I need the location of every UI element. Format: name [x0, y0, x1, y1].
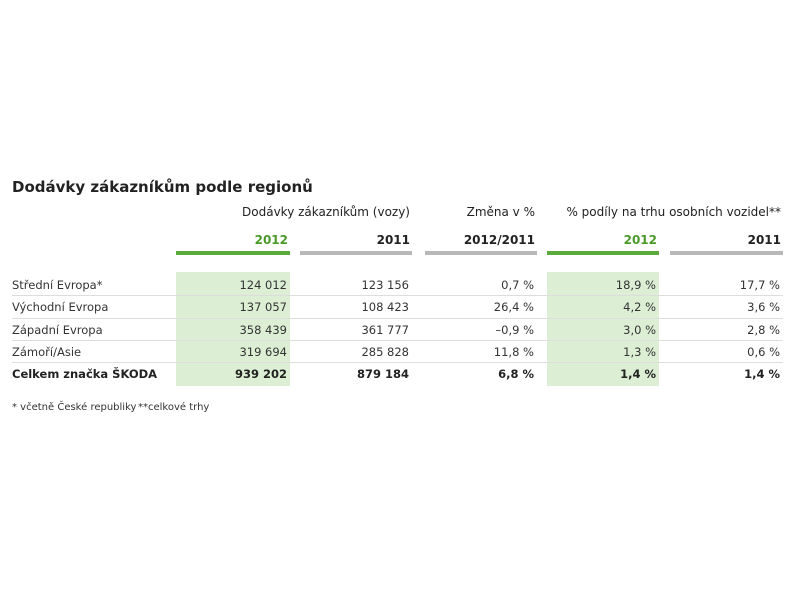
table-cell: 1,3 % — [623, 344, 656, 359]
table-cell: 123 156 — [361, 278, 409, 292]
table-cell: 26,4 % — [493, 300, 534, 315]
table-cell: –0,9 % — [495, 322, 534, 337]
table-cell: 18,9 % — [615, 278, 656, 292]
table-cell: 358 439 — [239, 322, 287, 337]
column-bar — [547, 251, 659, 255]
table-cell: 939 202 — [234, 367, 287, 382]
row-label: Zámoří/Asie — [12, 344, 82, 359]
row-divider — [12, 295, 783, 297]
table-cell: 2,8 % — [747, 322, 780, 337]
row-label: Západní Evropa — [12, 322, 103, 337]
column-header: 2011 — [747, 233, 781, 247]
column-header: 2011 — [376, 233, 410, 247]
table-cell: 11,8 % — [493, 344, 534, 359]
table-cell: 108 423 — [361, 300, 409, 315]
row-divider — [12, 362, 783, 364]
column-bar — [300, 251, 412, 255]
table-cell: 319 694 — [239, 344, 287, 359]
table-cell: 0,6 % — [747, 344, 780, 359]
table-cell: 3,0 % — [623, 322, 656, 337]
table-cell: 0,7 % — [501, 278, 534, 292]
table-cell: 137 057 — [239, 300, 287, 315]
table-title: Dodávky zákazníkům podle regionů — [12, 178, 313, 196]
table-cell: 361 777 — [361, 322, 409, 337]
table-cell: 1,4 % — [620, 367, 656, 382]
row-label: Celkem značka ŠKODA — [12, 367, 158, 382]
table-cell: 6,8 % — [498, 367, 534, 382]
column-header: 2012 — [254, 233, 288, 247]
table-cell: 3,6 % — [747, 300, 780, 315]
column-highlight — [547, 272, 659, 386]
table-cell: 1,4 % — [744, 367, 780, 382]
footnote: **celkové trhy — [138, 402, 210, 413]
column-header: 2012/2011 — [463, 233, 535, 247]
row-divider — [12, 339, 783, 341]
table-cell: 285 828 — [361, 344, 409, 359]
column-bar — [425, 251, 537, 255]
group-header: Dodávky zákazníkům (vozy) — [242, 205, 410, 219]
row-label: Střední Evropa* — [12, 278, 103, 292]
table-cell: 4,2 % — [623, 300, 656, 315]
group-header: Změna v % — [466, 205, 535, 219]
column-bar — [670, 251, 783, 255]
table-cell: 17,7 % — [739, 278, 780, 292]
column-highlight — [176, 272, 290, 386]
row-label: Východní Evropa — [12, 300, 109, 315]
table-cell: 124 012 — [239, 278, 287, 292]
table-cell: 879 184 — [356, 367, 409, 382]
column-header: 2012 — [623, 233, 657, 247]
column-bar — [176, 251, 290, 255]
row-divider — [12, 317, 783, 319]
footnote: * včetně České republiky — [12, 402, 137, 413]
group-header: % podíly na trhu osobních vozidel** — [566, 205, 781, 219]
